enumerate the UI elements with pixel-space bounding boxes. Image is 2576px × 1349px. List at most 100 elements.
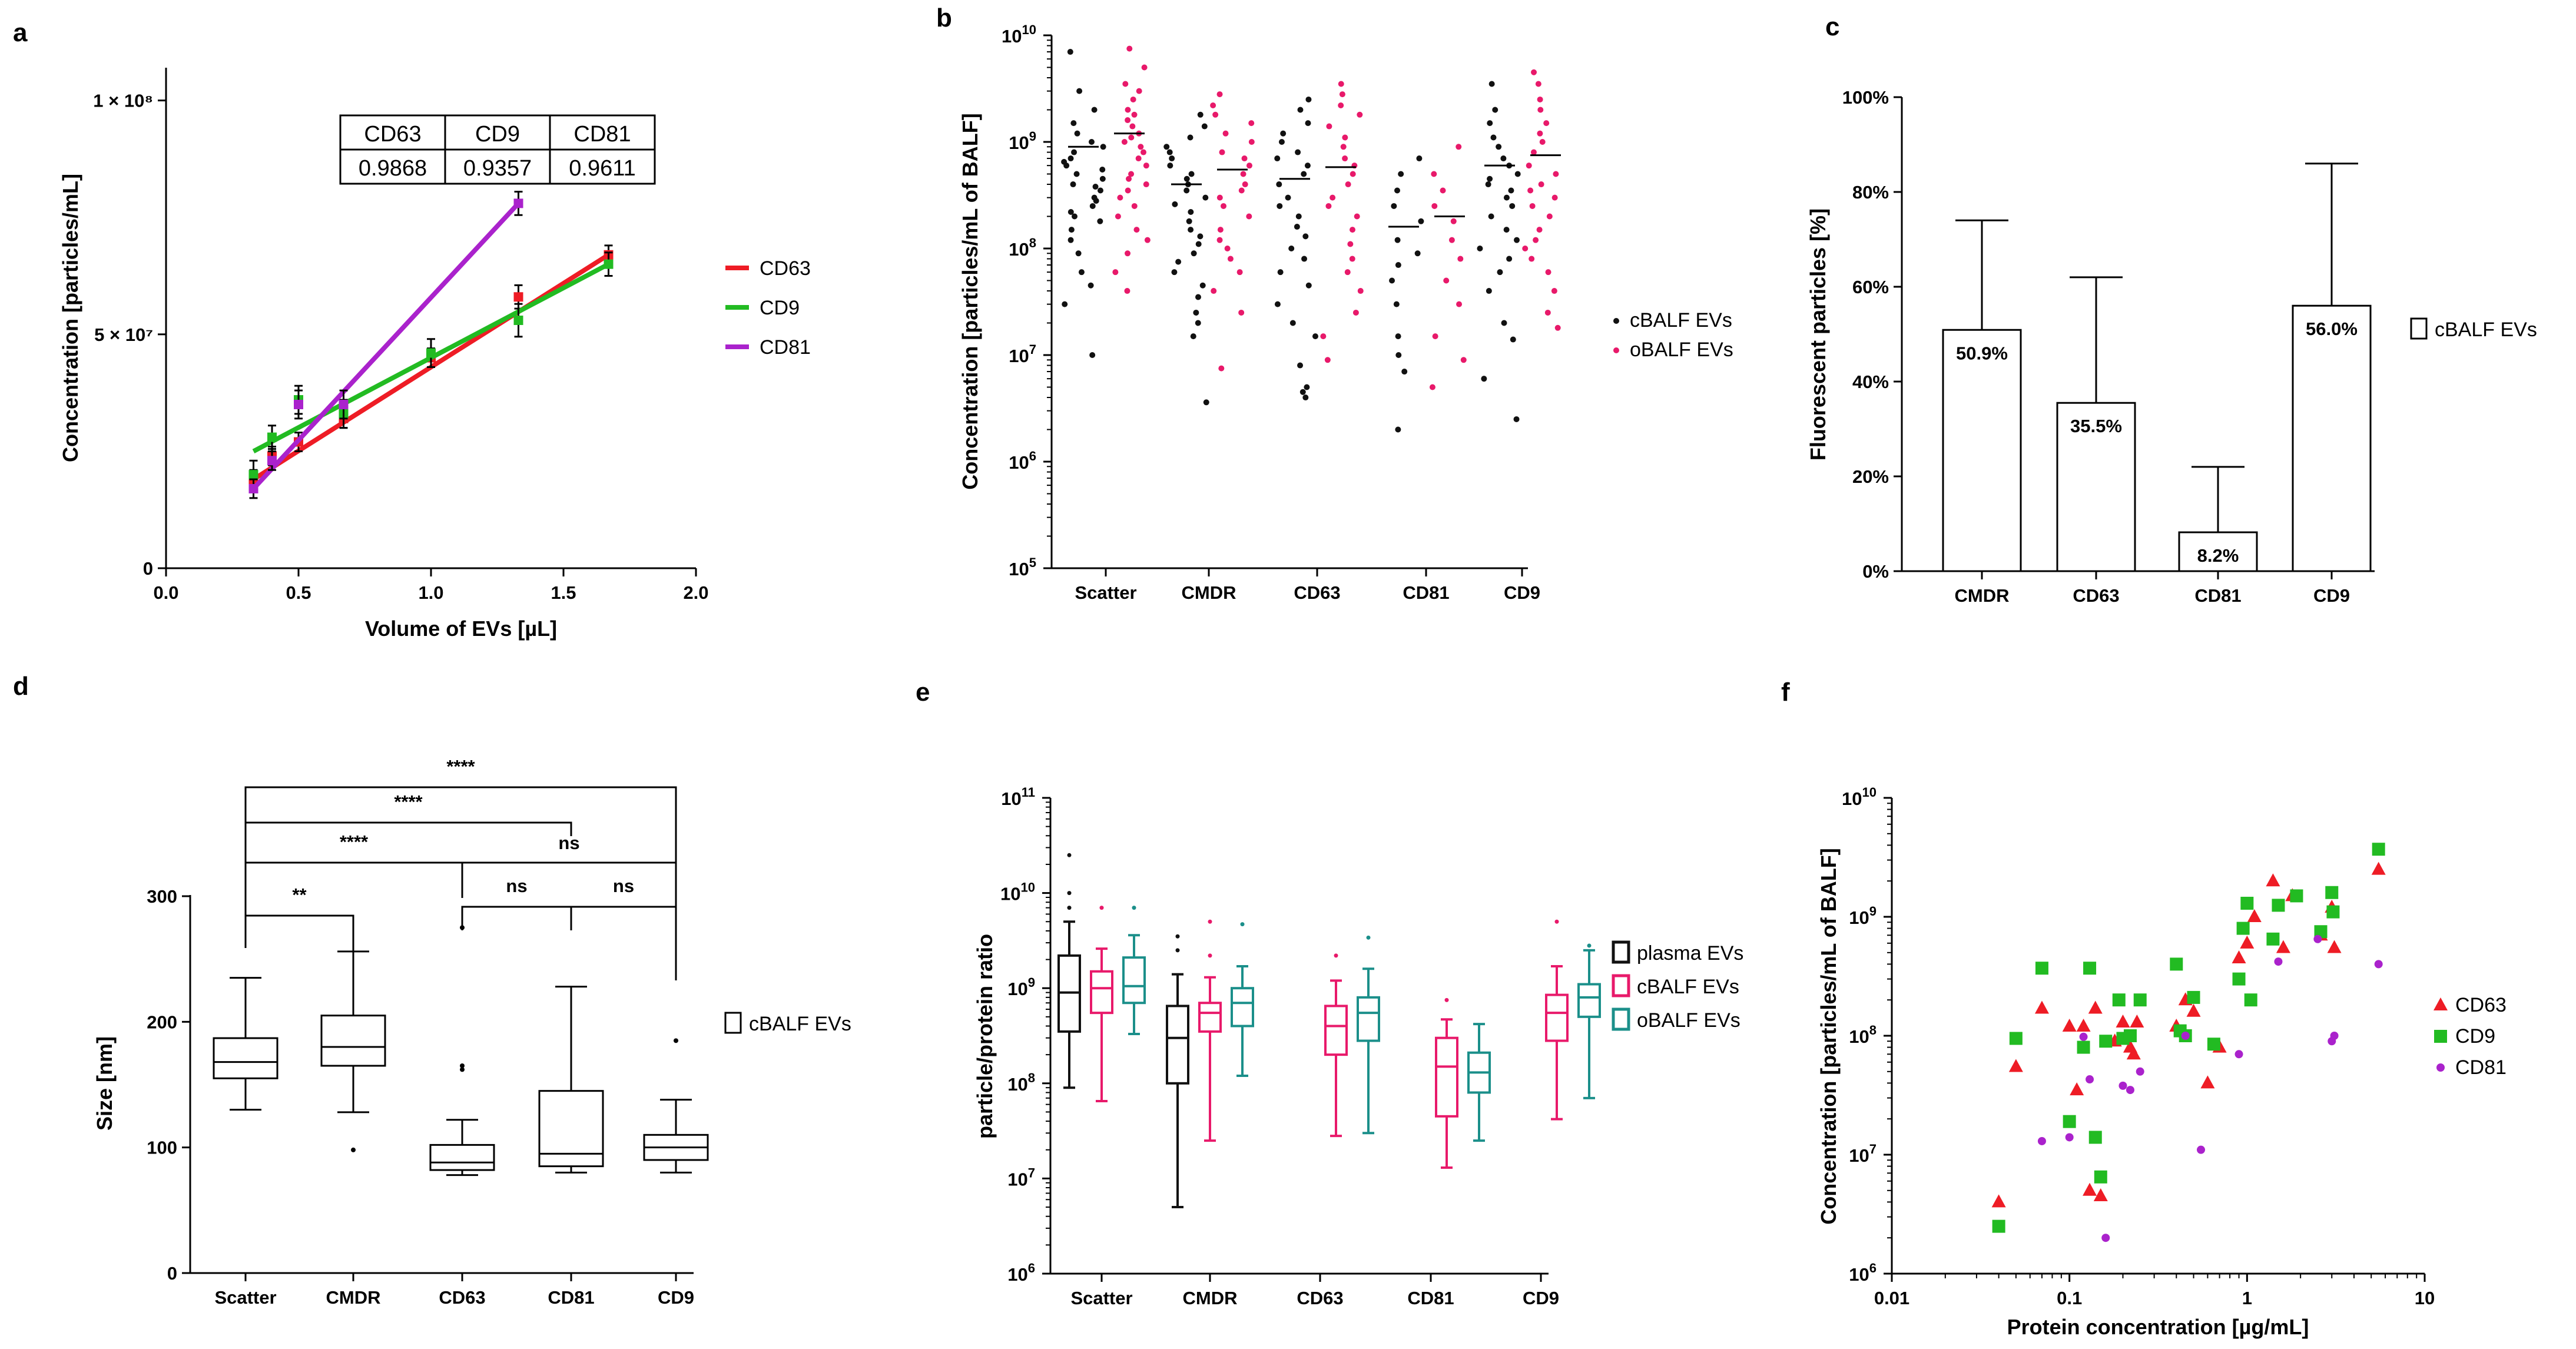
point-b [1487, 175, 1493, 182]
point-b [1305, 120, 1311, 127]
point-b [1240, 171, 1246, 177]
point-f-CD63 [2232, 950, 2246, 964]
x-tick-label-c: CMDR [1955, 585, 2010, 606]
point-b [1450, 218, 1457, 224]
x-tick-label-b: CMDR [1182, 582, 1236, 603]
y-tick-label-e-base: 10 [1007, 1074, 1027, 1095]
point-b [1197, 111, 1204, 118]
point-b [1349, 227, 1355, 233]
point-b [1163, 144, 1170, 150]
point-b [1144, 237, 1151, 243]
point-f-CD9 [2088, 1131, 2102, 1144]
point-b [1487, 120, 1493, 127]
y-tick-label-b-base: 10 [1009, 559, 1029, 579]
y-tick-label-b-base: 10 [1009, 346, 1029, 366]
r2-table-value: 0.9868 [359, 156, 427, 181]
point-b [1227, 256, 1234, 262]
series-a-CD81 [248, 191, 523, 499]
legend-marker-f [2434, 1030, 2447, 1043]
point-b [1488, 213, 1494, 220]
legend-label-f: CD81 [2455, 1056, 2507, 1079]
significance-bracket-d [244, 914, 354, 972]
point-b [1143, 181, 1149, 188]
legend-label-f: CD63 [2455, 994, 2507, 1016]
y-tick-label-f-exp: 8 [1869, 1023, 1877, 1038]
point-b [1199, 282, 1206, 289]
point-b [1222, 130, 1229, 137]
series-e-cBALF EVs [1090, 906, 1569, 1169]
point-b [1131, 111, 1138, 118]
point-b [1075, 250, 1082, 257]
point-b [1338, 81, 1344, 87]
outlier-e [1587, 943, 1592, 948]
point-b [1481, 376, 1487, 382]
point-b [1099, 166, 1106, 173]
point-f-CD63 [2240, 935, 2255, 949]
point-f-CD63 [2062, 1019, 2077, 1032]
point-b [1112, 269, 1119, 276]
point-b [1099, 175, 1106, 182]
significance-bracket-d [570, 906, 677, 980]
point-b [1216, 194, 1223, 201]
y-tick-label-e-exp: 6 [1028, 1261, 1035, 1275]
point-f-CD81 [2101, 1234, 2110, 1242]
point-a-CD9 [426, 348, 436, 358]
x-tick-label-a: 2.0 [683, 582, 708, 603]
legend-label-e: oBALF EVs [1637, 1009, 1740, 1032]
point-b [1121, 139, 1128, 145]
point-f-CD9 [2187, 990, 2200, 1004]
point-f-CD9 [2372, 843, 2385, 856]
point-b [1535, 81, 1541, 87]
point-b [1349, 256, 1355, 262]
point-b [1456, 144, 1462, 150]
y-tick-label-b-base: 10 [1009, 239, 1029, 260]
significance-bracket-d [461, 906, 572, 930]
y-tick-label-b-exp: 6 [1029, 449, 1036, 463]
r2-table-a: CD63 CD9 CD81 0.9868 0.9357 0.9611 [339, 114, 656, 185]
point-b [1302, 395, 1309, 401]
y-tick-label-f: 106 [1849, 1261, 1877, 1285]
y-tick-label-b-exp: 8 [1029, 236, 1036, 250]
x-tick-label-f: 0.01 [1874, 1288, 1909, 1308]
y-tick-label-e: 107 [1007, 1165, 1035, 1189]
point-f-CD9 [2272, 899, 2285, 912]
box-e [1090, 970, 1113, 1015]
y-tick-label-b: 107 [1009, 342, 1036, 366]
point-b [1305, 282, 1312, 289]
point-b [1277, 203, 1283, 209]
point-b [1203, 399, 1209, 406]
point-f-CD81 [2037, 1136, 2046, 1145]
point-b [1544, 309, 1551, 316]
point-b [1246, 213, 1252, 220]
y-tick-label-f-exp: 9 [1869, 904, 1877, 919]
point-b [1088, 139, 1095, 145]
r2-table-header: CD81 [573, 122, 631, 147]
box-e [1435, 1036, 1458, 1118]
point-f-CD9 [2009, 1032, 2023, 1045]
point-b [1212, 111, 1219, 118]
point-b [1067, 49, 1073, 55]
point-f-CD9 [2326, 905, 2340, 919]
x-tick-label-d: Scatter [214, 1287, 276, 1308]
point-b [1277, 269, 1284, 276]
point-b [1201, 123, 1208, 130]
y-tick-label-a: 5 × 10⁷ [94, 324, 153, 345]
point-b [1344, 269, 1351, 276]
point-b [1527, 187, 1534, 194]
bar-c-CD9 [2292, 304, 2372, 572]
point-b [1501, 320, 1507, 326]
point-f-CD81 [2234, 1050, 2243, 1059]
point-f-CD81 [2086, 1075, 2094, 1084]
point-b [1530, 149, 1537, 155]
point-b [1509, 203, 1516, 209]
point-b [1278, 139, 1285, 145]
point-b [1071, 149, 1078, 155]
legend-label-d: cBALF EVs [749, 1013, 851, 1035]
x-axis-label-a: Volume of EVs [µL] [365, 617, 557, 641]
point-f-CD63 [2034, 1000, 2049, 1014]
y-tick-label-b-base: 10 [1009, 132, 1029, 153]
box-d-Scatter [213, 977, 279, 1111]
point-b [1140, 149, 1146, 155]
point-b [1352, 309, 1359, 316]
